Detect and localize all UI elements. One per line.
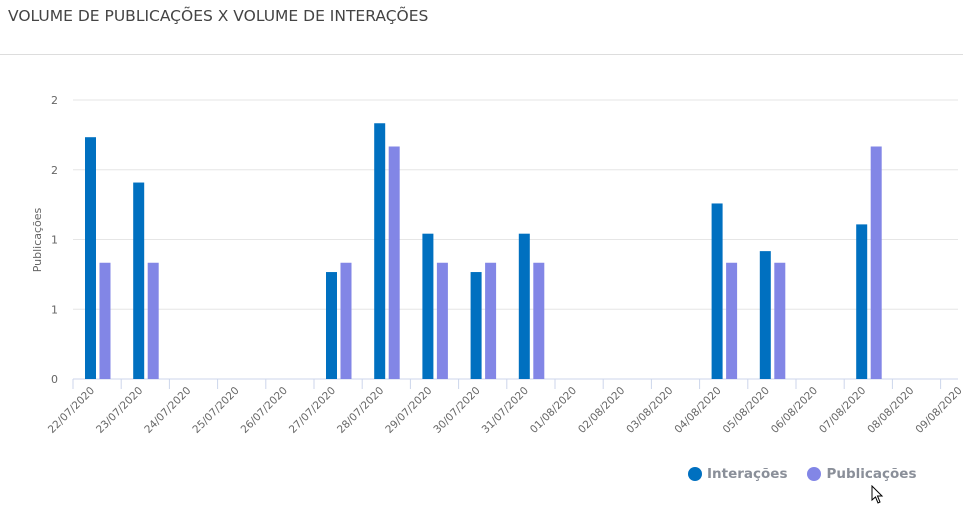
bar-publicacoes	[774, 262, 786, 379]
y-tick-label: 0	[51, 373, 58, 386]
y-axis-label: Publicações	[31, 207, 44, 272]
legend-dot-icon	[807, 467, 822, 481]
x-tick-label: 04/08/2020	[672, 385, 723, 436]
bar-publicacoes	[726, 262, 738, 379]
bar-interacoes	[422, 233, 434, 379]
legend-dot-icon	[688, 467, 702, 481]
x-tick-label: 09/08/2020	[913, 385, 963, 436]
bar-publicacoes	[99, 262, 111, 379]
legend: Interações Publicações	[688, 466, 917, 482]
divider	[0, 54, 963, 55]
legend-label: Publicações	[826, 466, 917, 482]
x-tick-label: 07/08/2020	[817, 385, 868, 436]
x-tick-label: 25/07/2020	[190, 385, 241, 436]
x-tick-label: 28/07/2020	[335, 385, 386, 436]
bar-interacoes	[856, 224, 868, 379]
bar-publicacoes	[436, 262, 448, 379]
x-tick-label: 29/07/2020	[383, 385, 434, 436]
bar-publicacoes	[870, 146, 882, 379]
bar-interacoes	[85, 137, 96, 379]
y-tick-label: 1	[51, 303, 58, 316]
bar-interacoes	[759, 251, 771, 379]
y-tick-label: 1	[51, 234, 58, 247]
bar-publicacoes	[340, 262, 352, 379]
bar-publicacoes	[388, 146, 400, 379]
bar-interacoes	[326, 272, 337, 379]
x-tick-label: 06/08/2020	[769, 385, 820, 436]
x-tick-label: 03/08/2020	[624, 385, 675, 436]
x-tick-label: 27/07/2020	[287, 385, 338, 436]
legend-label: Interações	[707, 466, 788, 482]
legend-item-interacoes[interactable]: Interações	[688, 466, 787, 482]
bar-publicacoes	[485, 262, 497, 379]
x-tick-label: 05/08/2020	[721, 385, 772, 436]
y-tick-label: 2	[51, 164, 58, 177]
bar-interacoes	[133, 182, 145, 379]
x-tick-label: 02/08/2020	[576, 385, 627, 436]
bar-publicacoes	[533, 262, 545, 379]
bar-interacoes	[470, 272, 482, 379]
mouse-cursor-icon	[871, 485, 884, 504]
x-tick-label: 23/07/2020	[94, 385, 145, 436]
x-tick-label: 01/08/2020	[528, 385, 579, 436]
x-tick-label: 24/07/2020	[142, 385, 193, 436]
x-tick-label: 08/08/2020	[865, 385, 916, 436]
x-tick-label: 30/07/2020	[431, 385, 482, 436]
x-tick-label: 26/07/2020	[239, 385, 290, 436]
legend-item-publicacoes[interactable]: Publicações	[807, 466, 917, 482]
y-tick-label: 2	[51, 94, 58, 107]
bar-interacoes	[518, 233, 530, 379]
bar-interacoes	[711, 203, 723, 379]
chart-title: VOLUME DE PUBLICAÇÕES X VOLUME DE INTERA…	[8, 7, 429, 25]
x-tick-label: 22/07/2020	[46, 385, 97, 436]
bar-publicacoes	[147, 262, 159, 379]
bar-interacoes	[374, 123, 386, 379]
x-tick-label: 31/07/2020	[480, 385, 531, 436]
